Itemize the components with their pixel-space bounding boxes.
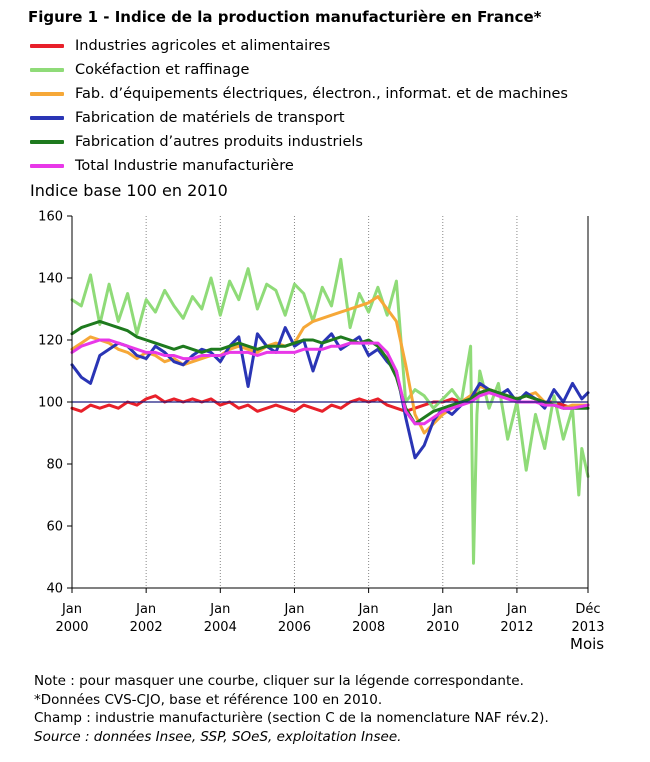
y-tick-label: 120	[38, 334, 63, 349]
legend-label: Total Industrie manufacturière	[75, 158, 294, 174]
legend-label: Fabrication de matériels de transport	[75, 110, 345, 126]
x-tick-label: Déc	[575, 602, 600, 617]
note-line: Note : pour masquer une courbe, cliquer …	[34, 673, 524, 689]
y-axis-label: Indice base 100 en 2010	[30, 181, 228, 200]
x-tick-label: Jan	[358, 602, 379, 617]
data-note-line: *Données CVS-CJO, base et référence 100 …	[34, 691, 383, 708]
y-tick-label: 160	[38, 210, 63, 225]
legend-item[interactable]: Cokéfaction et raffinage	[30, 58, 568, 82]
legend-swatch	[30, 92, 64, 96]
legend-swatch	[30, 140, 64, 144]
legend-swatch	[30, 68, 64, 72]
x-tick-label: 2004	[204, 620, 237, 635]
legend-swatch	[30, 116, 64, 120]
legend-item[interactable]: Total Industrie manufacturière	[30, 154, 568, 178]
legend-item[interactable]: Fabrication de matériels de transport	[30, 106, 568, 130]
x-tick-label: Jan	[209, 602, 230, 617]
legend-label: Industries agricoles et alimentaires	[75, 38, 331, 54]
plot-frame	[71, 216, 589, 589]
y-tick-label: 80	[46, 458, 63, 473]
series-line	[70, 319, 590, 426]
notes: Note : pour masquer une courbe, cliquer …	[34, 672, 549, 746]
x-tick-label: 2000	[55, 620, 88, 635]
y-tick-label: 140	[38, 272, 63, 287]
series-line	[70, 326, 590, 460]
y-axis: 40 60 80 100 120 140 160	[38, 210, 72, 597]
x-tick-label: Jan	[432, 602, 453, 617]
legend-item[interactable]: Fabrication d’autres produits industriel…	[30, 130, 568, 154]
x-tick-label: Jan	[506, 602, 527, 617]
y-tick-label: 60	[46, 520, 63, 535]
series-line	[70, 295, 590, 435]
x-tick-label: 2012	[500, 620, 533, 635]
series-line	[70, 257, 590, 565]
figure-title: Figure 1 - Indice de la production manuf…	[28, 8, 542, 26]
x-tick-label: Jan	[135, 602, 156, 617]
x-tick-label: Jan	[283, 602, 304, 617]
series-line	[70, 338, 590, 426]
source-line: Source : données Insee, SSP, SOeS, explo…	[34, 728, 402, 745]
x-axis-label: Mois	[570, 635, 605, 653]
legend-item[interactable]: Industries agricoles et alimentaires	[30, 34, 568, 58]
x-tick-label: 2008	[352, 620, 385, 635]
legend-label: Fabrication d’autres produits industriel…	[75, 134, 363, 150]
y-tick-label: 40	[46, 582, 63, 597]
series-lines	[70, 257, 590, 565]
x-tick-label: 2002	[130, 620, 163, 635]
y-tick-label: 100	[38, 396, 63, 411]
legend-label: Cokéfaction et raffinage	[75, 62, 250, 78]
legend-swatch	[30, 44, 64, 48]
legend-swatch	[30, 164, 64, 168]
legend-item[interactable]: Fab. d’équipements électriques, électron…	[30, 82, 568, 106]
x-tick-label: 2006	[278, 620, 311, 635]
x-tick-label: 2010	[426, 620, 459, 635]
x-axis: Jan 2000 Jan 2002 Jan 2004 Jan 2006 Jan 2008 Jan 20…	[55, 588, 605, 635]
x-tick-label: 2013	[571, 620, 604, 635]
legend-label: Fab. d’équipements électriques, électron…	[75, 86, 568, 102]
legend: Industries agricoles et alimentaires Coké…	[30, 34, 568, 178]
x-tick-label: Jan	[61, 602, 82, 617]
scope-line: Champ : industrie manufacturière (sectio…	[34, 710, 549, 726]
